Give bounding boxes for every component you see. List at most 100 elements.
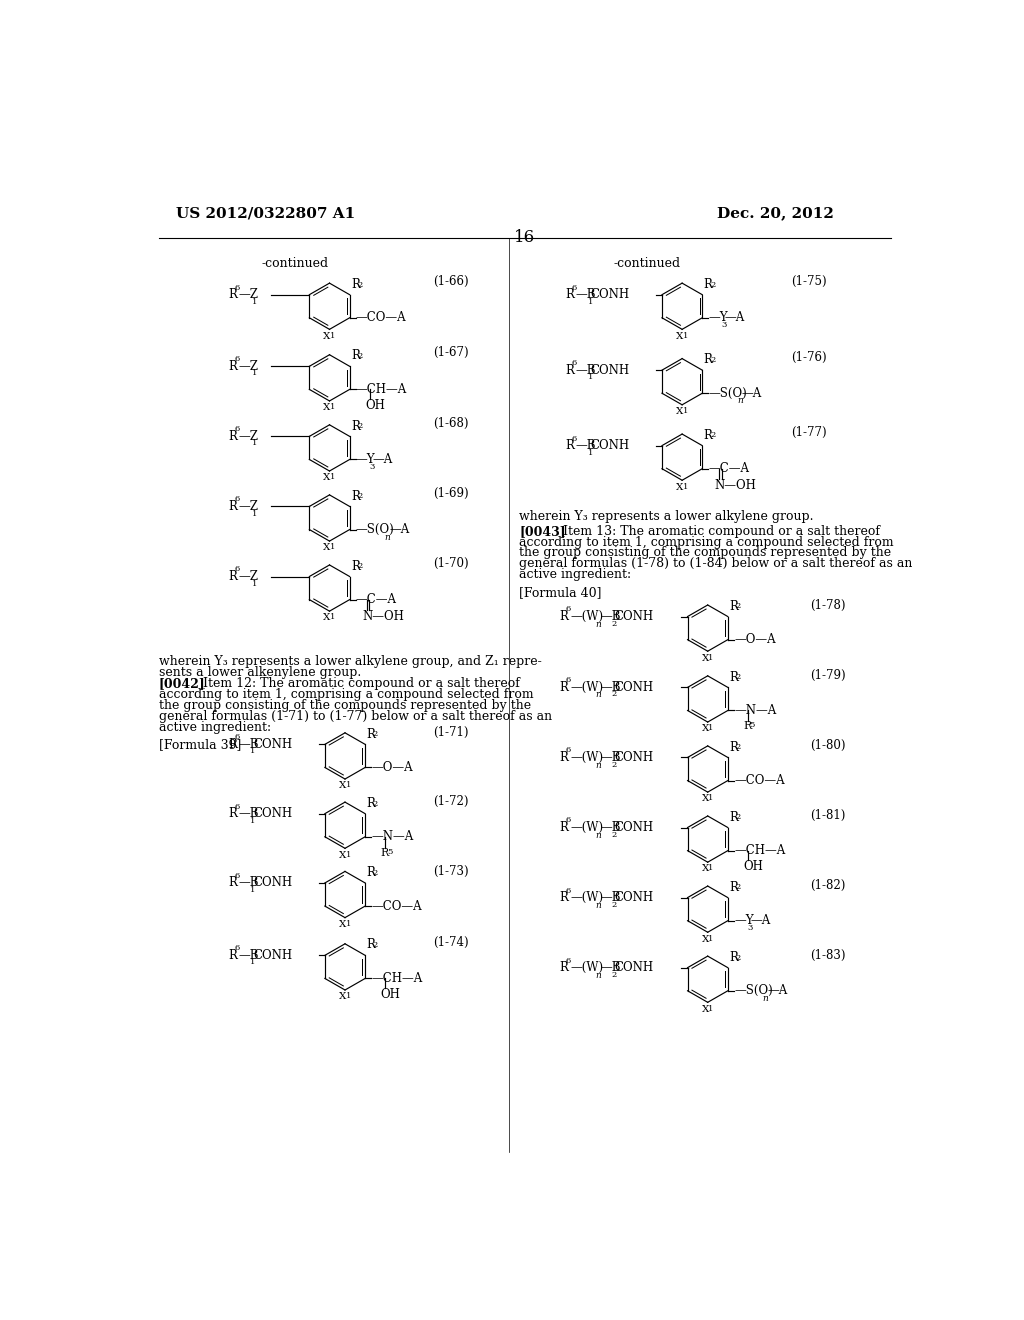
Text: 6: 6 [234, 284, 240, 292]
Text: 2: 2 [611, 830, 616, 838]
Text: 1: 1 [331, 474, 336, 482]
Text: —B: —B [239, 807, 259, 820]
Text: X: X [701, 795, 709, 804]
Text: 1: 1 [251, 747, 256, 755]
Text: R: R [228, 807, 237, 820]
Text: 6: 6 [566, 746, 571, 755]
Text: —Z: —Z [239, 288, 259, 301]
Text: —S(O): —S(O) [734, 985, 773, 998]
Text: OH: OH [381, 987, 400, 1001]
Text: CONH: CONH [591, 363, 630, 376]
Text: —(W): —(W) [570, 751, 604, 764]
Text: R: R [729, 671, 738, 684]
Text: —C—A: —C—A [709, 462, 750, 475]
Text: 6: 6 [234, 873, 240, 880]
Text: 1: 1 [252, 298, 257, 306]
Text: —S(O): —S(O) [709, 387, 748, 400]
Text: n: n [595, 970, 601, 979]
Text: —A: —A [751, 915, 771, 927]
Text: R: R [381, 847, 389, 858]
Text: wherein Y₃ represents a lower alkylene group, and Z₁ repre-: wherein Y₃ represents a lower alkylene g… [159, 655, 542, 668]
Text: —A: —A [741, 387, 762, 400]
Text: —A: —A [725, 312, 745, 325]
Text: R: R [729, 741, 738, 754]
Text: 1: 1 [709, 935, 714, 942]
Text: 3: 3 [722, 321, 727, 329]
Text: —B: —B [600, 821, 621, 834]
Text: 2: 2 [357, 352, 362, 360]
Text: 1: 1 [709, 795, 714, 803]
Text: CONH: CONH [614, 610, 654, 623]
Text: R: R [729, 599, 738, 612]
Text: R: R [351, 560, 360, 573]
Text: X: X [324, 614, 331, 623]
Text: R: R [565, 363, 574, 376]
Text: [0043]: [0043] [519, 525, 566, 539]
Text: wherein Y₃ represents a lower alkylene group.: wherein Y₃ represents a lower alkylene g… [519, 510, 814, 523]
Text: 2: 2 [611, 690, 616, 698]
Text: 2: 2 [373, 730, 378, 738]
Text: 2: 2 [735, 953, 740, 961]
Text: 1: 1 [709, 1005, 714, 1012]
Text: (1-79): (1-79) [810, 669, 846, 682]
Text: —CO—A: —CO—A [372, 899, 422, 912]
Text: N—OH: N—OH [715, 479, 757, 492]
Text: n: n [595, 900, 601, 909]
Text: 1: 1 [252, 370, 257, 378]
Text: X: X [339, 850, 346, 859]
Text: 1: 1 [252, 579, 257, 587]
Text: the group consisting of the compounds represented by the: the group consisting of the compounds re… [159, 700, 531, 711]
Text: 6: 6 [566, 817, 571, 825]
Text: 6: 6 [234, 803, 240, 810]
Text: [0042]: [0042] [159, 677, 206, 690]
Text: n: n [595, 760, 601, 770]
Text: R: R [351, 420, 360, 433]
Text: CONH: CONH [254, 949, 293, 962]
Text: —CH—A: —CH—A [355, 383, 408, 396]
Text: (1-82): (1-82) [810, 879, 846, 892]
Text: X: X [324, 544, 331, 552]
Text: —CO—A: —CO—A [355, 312, 407, 325]
Text: 1: 1 [331, 544, 336, 552]
Text: R: R [351, 350, 360, 363]
Text: —B: —B [600, 891, 621, 904]
Text: X: X [339, 781, 346, 791]
Text: X: X [701, 935, 709, 944]
Text: R: R [367, 797, 376, 810]
Text: (1-77): (1-77) [791, 426, 826, 440]
Text: 1: 1 [251, 817, 256, 825]
Text: 5: 5 [387, 847, 392, 855]
Text: 2: 2 [357, 562, 362, 570]
Text: CONH: CONH [591, 288, 630, 301]
Text: (1-73): (1-73) [433, 865, 469, 878]
Text: active ingredient:: active ingredient: [159, 721, 271, 734]
Text: (1-74): (1-74) [433, 936, 469, 949]
Text: 2: 2 [735, 673, 740, 681]
Text: 6: 6 [571, 359, 577, 367]
Text: —Z: —Z [239, 500, 259, 513]
Text: —B: —B [575, 440, 596, 453]
Text: 2: 2 [373, 869, 378, 876]
Text: [Formula 40]: [Formula 40] [519, 586, 602, 599]
Text: 1: 1 [588, 374, 593, 381]
Text: 1: 1 [251, 886, 256, 894]
Text: R: R [228, 876, 237, 890]
Text: 2: 2 [735, 602, 740, 610]
Text: CONH: CONH [254, 807, 293, 820]
Text: Dec. 20, 2012: Dec. 20, 2012 [717, 206, 834, 220]
Text: -continued: -continued [613, 257, 681, 271]
Text: (1-67): (1-67) [433, 346, 469, 359]
Text: 2: 2 [710, 432, 715, 440]
Text: —(W): —(W) [570, 961, 604, 974]
Text: according to item 1, comprising a compound selected from: according to item 1, comprising a compou… [519, 536, 894, 549]
Text: —B: —B [575, 363, 596, 376]
Text: (1-68): (1-68) [433, 417, 469, 430]
Text: R: R [729, 880, 738, 894]
Text: R: R [351, 277, 360, 290]
Text: —N—A: —N—A [734, 704, 776, 717]
Text: X: X [324, 331, 331, 341]
Text: (1-71): (1-71) [433, 726, 469, 739]
Text: —Y: —Y [355, 453, 376, 466]
Text: 1: 1 [252, 510, 257, 517]
Text: CONH: CONH [591, 440, 630, 453]
